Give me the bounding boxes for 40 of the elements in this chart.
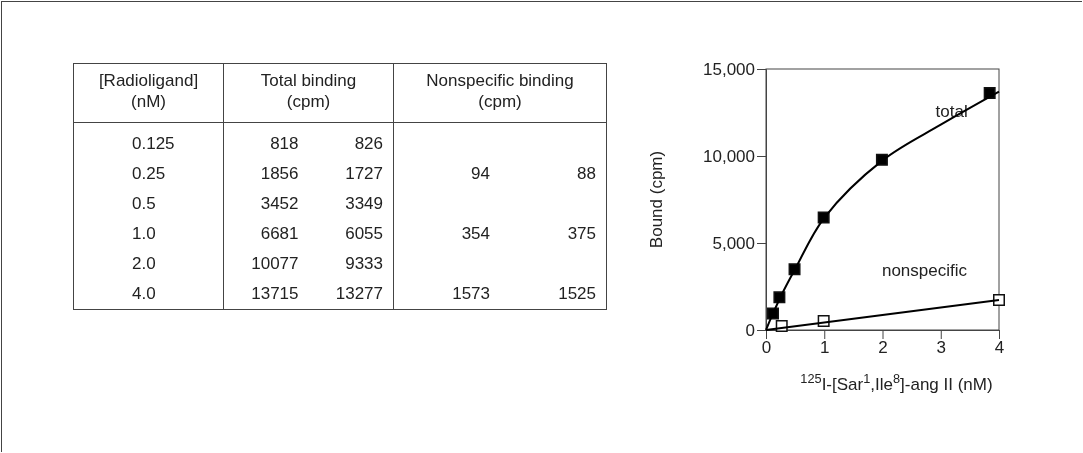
text: 6681 xyxy=(260,224,299,243)
text: 0.5 xyxy=(132,194,156,213)
text: 0.25 xyxy=(132,164,166,183)
text: 9333 xyxy=(345,254,383,273)
category-label: Total binding (cpm) xyxy=(223,63,394,123)
text: 3452 xyxy=(260,194,299,213)
text: 1.0 xyxy=(132,224,156,243)
y-tick-label: 15,000 xyxy=(703,59,755,79)
x-tick-label: 3 xyxy=(936,338,946,358)
x-tick-label: 0 xyxy=(761,338,772,358)
x-tick-label: 4 xyxy=(994,338,1005,358)
category-label: [Radioligand] (nM) xyxy=(73,63,224,123)
text: 13277 xyxy=(335,284,383,303)
text: 826 xyxy=(354,134,383,153)
text: 6055 xyxy=(345,224,383,243)
y-axis-title: Bound (cpm) xyxy=(647,150,666,249)
text: 13715 xyxy=(251,284,299,303)
text: 0.125 xyxy=(132,134,175,153)
x-tick-label: 1 xyxy=(820,338,830,358)
text: 818 xyxy=(270,134,299,153)
x-tick-label: 2 xyxy=(878,338,888,358)
text: 375 xyxy=(567,224,596,243)
text: 1727 xyxy=(345,164,383,183)
series-label: total xyxy=(935,102,968,122)
category-label: Nonspecific binding (cpm) xyxy=(393,63,607,123)
text: 1573 xyxy=(452,284,490,303)
y-tick-label: 0 xyxy=(745,320,755,340)
text: 10077 xyxy=(251,254,299,273)
text: 1525 xyxy=(558,284,596,303)
text: 3349 xyxy=(345,194,383,213)
x-axis-title: $^{125}$I-[Sar$^{1}$,Ile$^{8}$]-ang II (nM) xyxy=(800,370,993,394)
text: 88 xyxy=(577,164,596,183)
text: 354 xyxy=(461,224,490,243)
y-tick-label: 5,000 xyxy=(712,233,755,253)
y-tick-label: 10,000 xyxy=(703,146,755,166)
text: 2.0 xyxy=(132,254,156,273)
text: 1856 xyxy=(260,164,299,183)
text: 94 xyxy=(471,164,490,183)
series-label: nonspecific xyxy=(881,260,968,280)
text: 4.0 xyxy=(132,284,156,303)
